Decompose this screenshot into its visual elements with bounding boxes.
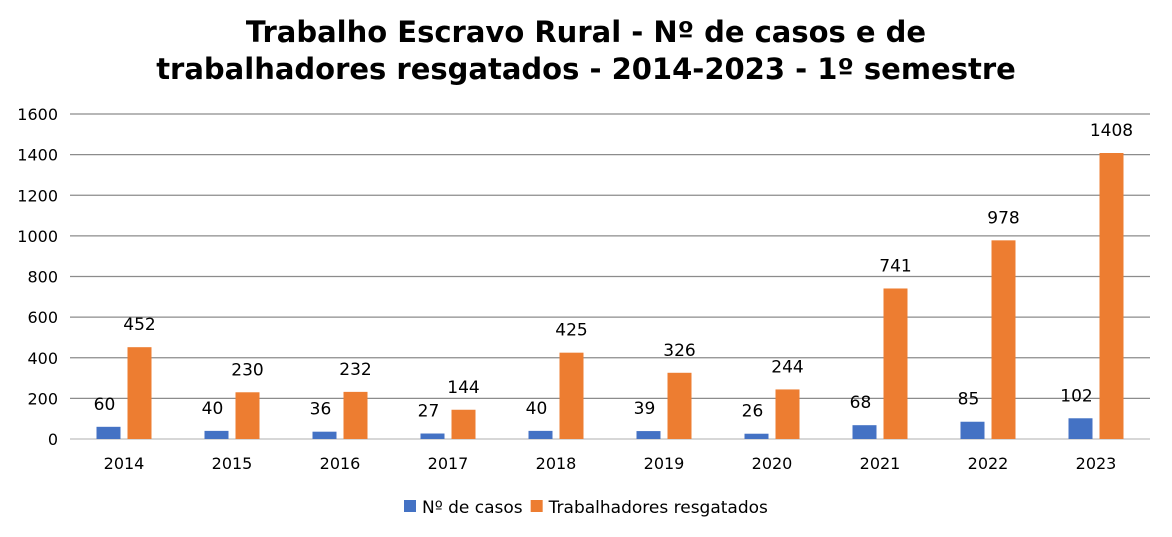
x-tick-label: 2016 [320,454,361,473]
bar [451,409,476,439]
data-label: 60 [94,395,116,415]
data-label: 26 [742,402,764,422]
y-tick-label: 600 [27,308,58,327]
x-tick-label: 2015 [212,454,253,473]
bar [96,426,121,439]
data-label: 978 [987,208,1019,228]
bar [960,421,985,439]
x-tick-label: 2017 [428,454,469,473]
data-label: 144 [447,378,479,398]
x-tick-label: 2014 [104,454,145,473]
y-tick-label: 1600 [17,105,58,124]
x-tick-label: 2021 [860,454,901,473]
bar [127,347,152,439]
data-label: 39 [634,399,656,419]
bar [204,430,229,439]
legend-swatch [404,500,416,512]
bar [343,391,368,439]
y-tick-label: 400 [27,349,58,368]
data-label: 452 [123,315,155,335]
x-tick-label: 2020 [752,454,793,473]
data-label: 27 [418,402,440,422]
bar [528,430,553,439]
bar [991,240,1016,439]
bar [235,392,260,439]
data-label: 230 [231,360,263,380]
bar [559,352,584,439]
x-tick-label: 2018 [536,454,577,473]
x-tick-label: 2019 [644,454,685,473]
chart-title-line-2: trabalhadores resgatados - 2014-2023 - 1… [156,52,1016,86]
bar [1068,418,1093,439]
chart-title-line-1: Trabalho Escravo Rural - Nº de casos e d… [245,15,927,49]
data-label: 741 [879,256,911,276]
data-label: 85 [958,390,980,410]
data-label: 232 [339,360,371,380]
data-label: 40 [202,399,224,419]
chart-title: Trabalho Escravo Rural - Nº de casos e d… [0,14,1172,88]
data-label: 244 [771,357,803,377]
legend-label: Nº de casos [422,498,523,518]
y-tick-label: 1200 [17,186,58,205]
legend-label: Trabalhadores resgatados [548,498,768,518]
bar [667,372,692,439]
y-tick-label: 1400 [17,146,58,165]
bar [636,431,661,439]
bar [852,425,877,439]
data-label: 1408 [1090,121,1133,141]
data-label: 68 [850,393,872,413]
x-tick-label: 2023 [1076,454,1117,473]
bar [420,433,445,439]
data-label: 40 [526,399,548,419]
y-tick-label: 200 [27,389,58,408]
bar [883,288,908,439]
data-label: 36 [310,400,332,420]
legend-swatch [530,500,543,512]
data-label: 425 [555,321,587,341]
bar [1099,153,1124,439]
bar [775,389,800,439]
y-tick-label: 800 [27,268,58,287]
data-label: 102 [1060,386,1092,406]
y-tick-label: 0 [48,430,58,449]
y-tick-label: 1000 [17,227,58,246]
bar [744,433,769,439]
data-label: 326 [663,341,695,361]
bar [312,431,337,439]
x-tick-label: 2022 [968,454,1009,473]
